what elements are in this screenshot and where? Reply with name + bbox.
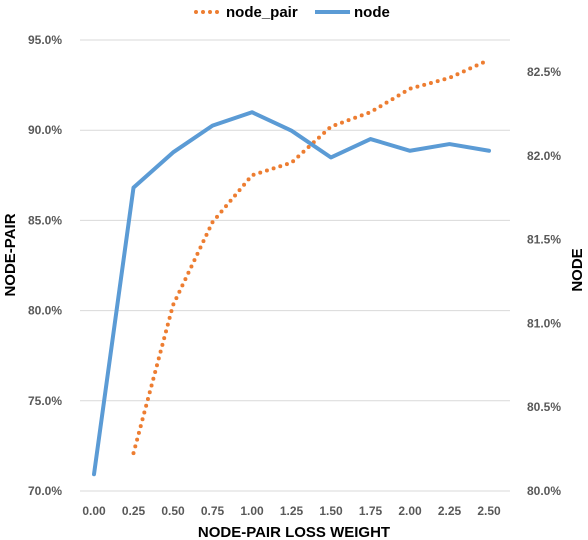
series-layer [92, 57, 491, 477]
x-tick-label: 2.00 [398, 504, 422, 518]
left-y-axis-ticks: 95.0% 90.0% 85.0% 80.0% 75.0% 70.0% [28, 33, 62, 498]
x-axis-title: NODE-PAIR LOSS WEIGHT [198, 524, 390, 540]
left-y-tick-label: 75.0% [28, 394, 62, 408]
x-tick-label: 1.75 [359, 504, 383, 518]
legend-node-pair-label: node_pair [226, 4, 298, 21]
right-y-tick-label: 82.0% [527, 149, 561, 163]
series-line-node-pair [131, 57, 491, 456]
x-tick-label: 2.25 [438, 504, 462, 518]
gridlines [80, 39, 510, 492]
right-y-axis-title: NODE [569, 248, 586, 291]
left-y-tick-label: 80.0% [28, 304, 62, 318]
series-line-node [92, 110, 491, 477]
left-y-axis-title: NODE-PAIR [2, 213, 19, 296]
right-y-axis-ticks: 82.5% 82.0% 81.5% 81.0% 80.5% 80.0% [527, 65, 561, 498]
x-axis-ticks: 0.00 0.25 0.50 0.75 1.00 1.25 1.50 1.75 2.00 2.25… [82, 504, 501, 518]
x-tick-label: 1.00 [240, 504, 264, 518]
x-tick-label: 0.50 [161, 504, 185, 518]
x-tick-label: 0.00 [82, 504, 106, 518]
x-tick-label: 1.50 [319, 504, 343, 518]
x-tick-label: 0.25 [122, 504, 146, 518]
x-tick-label: 0.75 [201, 504, 225, 518]
right-y-tick-label: 80.0% [527, 484, 561, 498]
left-y-tick-label: 90.0% [28, 123, 62, 137]
right-y-tick-label: 82.5% [527, 65, 561, 79]
right-y-tick-label: 80.5% [527, 400, 561, 414]
x-tick-label: 1.25 [280, 504, 304, 518]
x-tick-label: 2.50 [477, 504, 501, 518]
right-y-tick-label: 81.5% [527, 233, 561, 247]
left-y-tick-label: 95.0% [28, 33, 62, 47]
legend-node-label: node [354, 4, 390, 21]
right-y-tick-label: 81.0% [527, 316, 561, 330]
legend: node_pair node [194, 4, 390, 21]
left-y-tick-label: 70.0% [28, 484, 62, 498]
left-y-tick-label: 85.0% [28, 213, 62, 227]
